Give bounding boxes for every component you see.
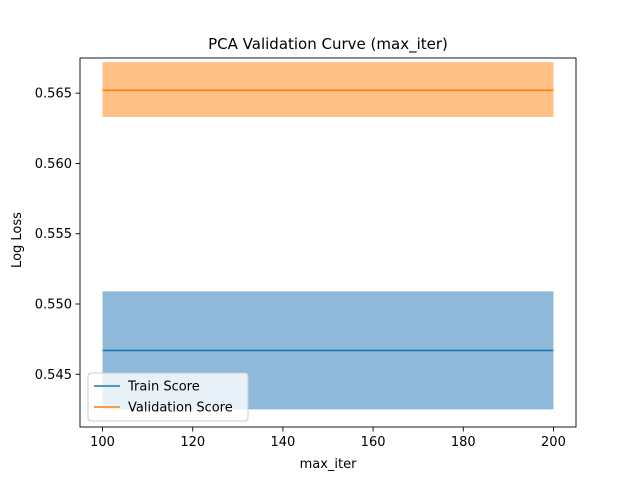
x-tick-label: 100 xyxy=(90,435,115,450)
y-tick-label: 0.560 xyxy=(35,157,72,172)
y-axis-label: Log Loss xyxy=(10,212,25,268)
chart-title: PCA Validation Curve (max_iter) xyxy=(208,35,448,54)
legend: Train Score Validation Score xyxy=(87,372,249,422)
x-tick-label: 200 xyxy=(541,435,566,450)
y-tick-label: 0.545 xyxy=(35,368,72,383)
x-tick-label: 140 xyxy=(270,435,295,450)
legend-box xyxy=(87,372,249,422)
y-tick-label: 0.555 xyxy=(35,227,72,242)
legend-label: Train Score xyxy=(127,380,200,395)
x-tick-label: 180 xyxy=(451,435,476,450)
x-tick-label: 160 xyxy=(361,435,386,450)
y-tick-label: 0.565 xyxy=(35,87,72,102)
series-lines xyxy=(102,89,554,352)
y-tick-label: 0.550 xyxy=(35,298,72,313)
x-tick-label: 120 xyxy=(180,435,205,450)
x-axis-ticks: 100 120 140 160 180 200 xyxy=(90,427,566,450)
legend-label: Validation Score xyxy=(128,401,233,416)
plot-frame xyxy=(79,57,577,428)
x-axis-label: max_iter xyxy=(300,457,358,472)
y-axis-ticks: 0.545 0.550 0.555 0.560 0.565 xyxy=(35,87,80,383)
